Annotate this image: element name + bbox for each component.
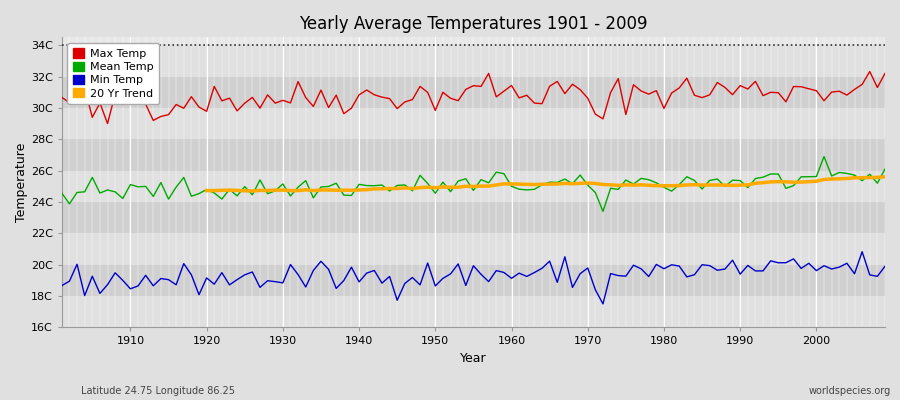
Text: worldspecies.org: worldspecies.org (809, 386, 891, 396)
Bar (62, 233, 885, 265)
Legend: Max Temp, Mean Temp, Min Temp, 20 Yr Trend: Max Temp, Mean Temp, Min Temp, 20 Yr Tre… (68, 43, 158, 104)
Bar (62, 76, 885, 108)
Bar (62, 202, 885, 233)
Title: Yearly Average Temperatures 1901 - 2009: Yearly Average Temperatures 1901 - 2009 (299, 15, 648, 33)
Y-axis label: Temperature: Temperature (15, 143, 28, 222)
Bar (62, 108, 885, 139)
X-axis label: Year: Year (460, 352, 487, 365)
Bar (62, 139, 885, 171)
Bar (62, 296, 885, 328)
Bar (62, 171, 885, 202)
Bar (62, 265, 885, 296)
Bar (62, 45, 885, 76)
Text: Latitude 24.75 Longitude 86.25: Latitude 24.75 Longitude 86.25 (81, 386, 235, 396)
